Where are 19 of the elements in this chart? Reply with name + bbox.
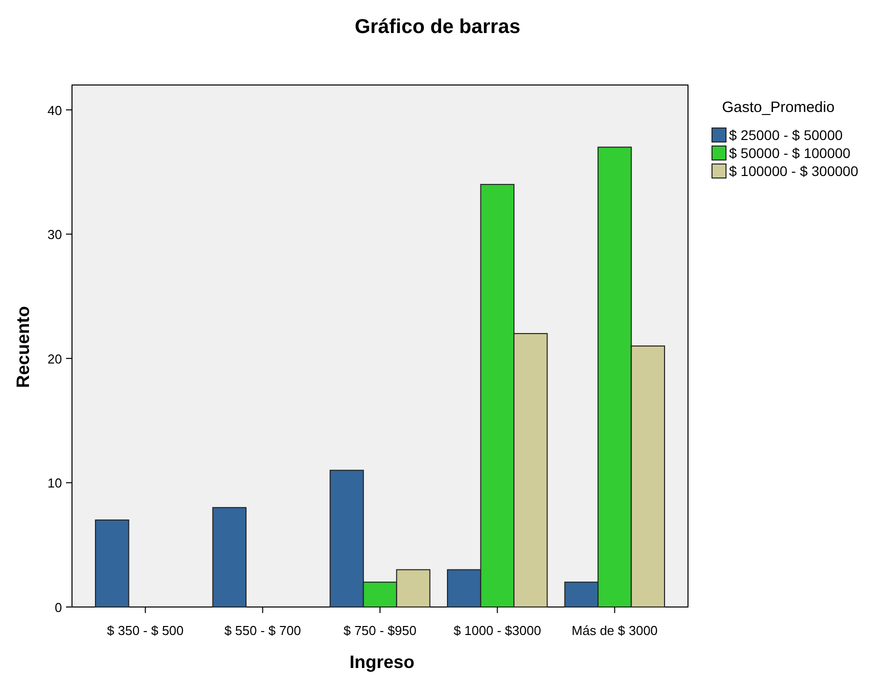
legend-label: $ 50000 - $ 100000: [729, 145, 851, 161]
y-tick-label: 40: [48, 102, 62, 118]
y-axis-title: Recuento: [13, 306, 33, 388]
x-tick-label: $ 1000 - $3000: [454, 623, 542, 638]
x-tick-label: $ 350 - $ 500: [107, 623, 184, 638]
chart-title: Gráfico de barras: [354, 16, 520, 38]
y-tick-label: 30: [48, 227, 62, 242]
y-tick-label: 20: [48, 351, 62, 366]
legend-title: Gasto_Promedio: [722, 99, 835, 116]
x-tick-label: $ 750 - $950: [343, 623, 417, 638]
legend-label: $ 100000 - $ 300000: [729, 163, 858, 179]
y-tick-label: 0: [54, 600, 62, 615]
x-axis-title: Ingreso: [349, 652, 415, 672]
y-tick-label: 10: [48, 476, 62, 491]
x-tick-label: Más de $ 3000: [572, 623, 658, 638]
bar: [94, 520, 130, 608]
bar: [212, 507, 247, 608]
x-tick-label: $ 550 - $ 700: [224, 623, 301, 638]
legend-label: $ 25000 - $ 50000: [729, 127, 843, 143]
